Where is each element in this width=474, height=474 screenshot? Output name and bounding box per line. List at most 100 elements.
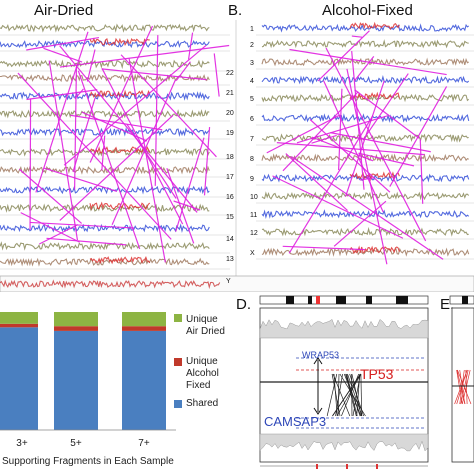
translocation-line bbox=[338, 88, 343, 171]
bar-segment bbox=[122, 330, 166, 430]
translocation-line bbox=[317, 30, 370, 82]
ideogram-band bbox=[308, 296, 312, 304]
junction-line bbox=[456, 369, 463, 405]
copy-number-track bbox=[261, 74, 470, 85]
copy-number-track bbox=[261, 39, 469, 49]
translocation-line bbox=[362, 73, 409, 141]
translocation-line bbox=[213, 53, 220, 97]
ideogram-band bbox=[366, 296, 372, 304]
translocation-line bbox=[29, 98, 32, 230]
copy-number-track bbox=[0, 23, 210, 33]
translocation-line bbox=[323, 80, 384, 213]
translocation-line bbox=[266, 114, 340, 154]
copy-number-gain bbox=[349, 21, 400, 30]
axis-marker bbox=[376, 464, 378, 469]
translocation-line bbox=[354, 55, 375, 81]
copy-number-track bbox=[261, 113, 470, 123]
translocation-line bbox=[187, 32, 194, 60]
panel-b-title: Alcohol-Fixed bbox=[322, 2, 413, 19]
bar-segment bbox=[0, 327, 38, 430]
junction-line bbox=[352, 373, 361, 417]
translocation-line bbox=[39, 224, 79, 245]
junction-line bbox=[332, 373, 351, 417]
translocation-line bbox=[351, 51, 365, 190]
copy-number-gain bbox=[89, 145, 151, 155]
translocation-line bbox=[351, 35, 363, 38]
translocation-line bbox=[101, 135, 106, 171]
axis-marker bbox=[346, 464, 348, 469]
translocation-line bbox=[72, 97, 96, 173]
copy-number-track bbox=[0, 147, 210, 157]
translocation-line bbox=[175, 137, 205, 232]
translocation-line bbox=[272, 175, 404, 239]
translocation-line bbox=[290, 155, 444, 260]
junction-line bbox=[336, 373, 362, 417]
arrow-head bbox=[313, 357, 323, 365]
legend-shared: Shared bbox=[186, 398, 218, 410]
translocation-line bbox=[35, 31, 89, 193]
translocation-line bbox=[120, 54, 217, 158]
ideogram-band bbox=[336, 296, 346, 304]
chromosome-label: 3 bbox=[250, 60, 254, 67]
junction-line bbox=[335, 373, 343, 417]
panel-d: WRAP53 TP53 CAMSAP3 bbox=[256, 294, 434, 474]
copy-number-track bbox=[0, 185, 210, 195]
karyotype-figure bbox=[0, 20, 474, 292]
chromosome-label: 21 bbox=[226, 90, 234, 97]
junction-line bbox=[461, 369, 471, 405]
chromosome-label: 14 bbox=[226, 236, 234, 243]
copy-number-track bbox=[0, 223, 210, 233]
translocation-line bbox=[282, 91, 359, 172]
gene-label-tp53: TP53 bbox=[360, 366, 394, 382]
copy-number-gain bbox=[349, 171, 400, 182]
x-tick-label: 3+ bbox=[16, 438, 28, 449]
junction-line bbox=[331, 373, 341, 417]
translocation-line bbox=[101, 68, 184, 225]
translocation-line bbox=[330, 132, 431, 153]
junction-line bbox=[346, 373, 358, 417]
translocation-line bbox=[74, 66, 78, 190]
bar-segment bbox=[122, 326, 166, 331]
translocation-line bbox=[29, 221, 135, 229]
translocation-line bbox=[70, 114, 163, 131]
panel-c: 3+ 5+ 7+ Unique Air Dried Unique Alcohol F… bbox=[0, 300, 240, 474]
legend-line-1: Shared bbox=[186, 398, 219, 409]
karyotype-plot bbox=[0, 20, 474, 292]
panel-e-plot bbox=[449, 295, 474, 463]
translocation-line bbox=[166, 167, 195, 244]
copy-number-track bbox=[0, 241, 210, 251]
copy-number-track bbox=[0, 203, 210, 213]
chromosome-label: 2 bbox=[250, 42, 254, 49]
panel-d-letter: D. bbox=[236, 296, 251, 313]
copy-number-track bbox=[0, 165, 210, 175]
translocation-line bbox=[89, 25, 154, 163]
translocation-line bbox=[63, 44, 207, 166]
chromosome-label: X bbox=[250, 250, 255, 257]
stacked-bar-chart: 3+ 5+ 7+ bbox=[0, 312, 182, 449]
chromosome-label: 11 bbox=[250, 212, 258, 219]
translocation-line bbox=[285, 153, 348, 211]
translocation-line bbox=[154, 35, 159, 186]
gene-label-camsap3: CAMSAP3 bbox=[264, 414, 327, 429]
bar-segment bbox=[54, 326, 98, 331]
copy-number-track bbox=[261, 173, 470, 183]
translocation-line bbox=[325, 47, 427, 242]
copy-number-track bbox=[0, 91, 210, 101]
coverage-track bbox=[259, 318, 429, 339]
ideogram-band bbox=[286, 296, 294, 304]
legend-swatch bbox=[174, 314, 182, 322]
translocation-line bbox=[358, 152, 415, 167]
junction-line bbox=[454, 369, 468, 405]
chromosome-label: 12 bbox=[250, 230, 258, 237]
x-axis-title: Supporting Fragments in Each Sample bbox=[2, 456, 174, 467]
legend-unique-alcohol-fixed: Unique Alcohol Fixed bbox=[186, 356, 240, 392]
ideogram-marker bbox=[316, 296, 320, 304]
bar-segment bbox=[54, 312, 98, 327]
bottom-strip bbox=[0, 275, 474, 292]
chromosome-label: 22 bbox=[226, 70, 234, 77]
translocation-line bbox=[46, 237, 127, 246]
legend-line-1: Unique bbox=[186, 356, 218, 367]
chromosome-label: 1 bbox=[250, 26, 254, 33]
chromosome-label: Y bbox=[226, 278, 231, 285]
chromosome-label: 7 bbox=[250, 136, 254, 143]
